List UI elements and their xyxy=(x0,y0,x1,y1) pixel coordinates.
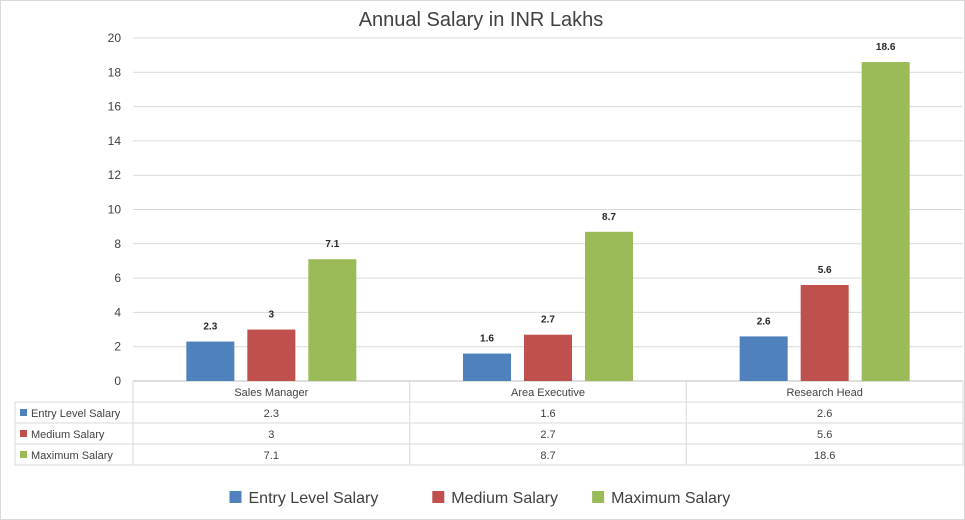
bar-medium-salary-sales-manager xyxy=(247,329,296,381)
table-row-label: Entry Level Salary xyxy=(31,408,121,420)
bar-entry-level-salary-area-executive xyxy=(463,353,511,381)
table-row-label: Medium Salary xyxy=(31,429,105,441)
bar-entry-level-salary-research-head xyxy=(739,336,788,381)
table-cell: 1.6 xyxy=(540,408,555,420)
y-tick-label: 8 xyxy=(114,237,121,251)
table-row-label: Maximum Salary xyxy=(31,450,113,462)
chart-title: Annual Salary in INR Lakhs xyxy=(359,9,604,31)
table-cell: 2.6 xyxy=(817,408,832,420)
y-tick-label: 10 xyxy=(108,203,122,217)
y-tick-label: 14 xyxy=(108,134,122,148)
y-tick-label: 6 xyxy=(114,271,121,285)
bar-maximum-salary-research-head xyxy=(861,62,910,381)
y-tick-label: 20 xyxy=(108,31,122,45)
y-tick-label: 18 xyxy=(108,65,122,79)
y-tick-label: 16 xyxy=(108,100,122,114)
legend-key-medium-salary xyxy=(432,491,445,503)
table-cell: 8.7 xyxy=(540,450,555,462)
table-cell: 18.6 xyxy=(814,450,835,462)
bars xyxy=(186,62,910,381)
bar-maximum-salary-sales-manager xyxy=(308,259,357,381)
data-label: 8.7 xyxy=(602,212,616,223)
x-tick-label: Area Executive xyxy=(511,387,585,399)
legend-key-maximum-salary xyxy=(592,491,605,503)
table-legend-key-maximum-salary xyxy=(20,451,27,458)
table-cell: 3 xyxy=(268,429,274,441)
data-label: 18.6 xyxy=(876,42,896,53)
table-cell: 7.1 xyxy=(264,450,279,462)
data-label: 1.6 xyxy=(480,334,494,345)
bar-medium-salary-area-executive xyxy=(524,334,572,381)
y-axis: 0 2 4 6 8 10 12 14 16 18 20 xyxy=(108,31,122,388)
y-tick-label: 2 xyxy=(114,340,121,354)
table-cell: 2.7 xyxy=(540,429,555,441)
data-label: 7.1 xyxy=(325,239,339,250)
y-tick-label: 4 xyxy=(114,305,121,319)
data-labels: 2.3 3 7.1 1.6 2.7 8.7 2.6 5.6 18.6 xyxy=(203,42,895,345)
bar-entry-level-salary-sales-manager xyxy=(186,341,235,381)
bar-maximum-salary-area-executive xyxy=(585,231,633,381)
legend-label-entry-level-salary: Entry Level Salary xyxy=(249,490,379,507)
data-label: 5.6 xyxy=(818,265,832,276)
x-tick-label: Sales Manager xyxy=(234,387,308,399)
data-label: 2.3 xyxy=(203,322,217,333)
table-legend-key-medium-salary xyxy=(20,430,27,437)
y-tick-label: 0 xyxy=(114,374,121,388)
table-legend-key-entry-level-salary xyxy=(20,409,27,416)
legend-label-maximum-salary: Maximum Salary xyxy=(611,490,730,507)
data-label: 2.7 xyxy=(541,315,555,326)
legend: Entry Level Salary Medium Salary Maximum S… xyxy=(229,490,730,507)
table-cell: 2.3 xyxy=(264,408,279,420)
data-label: 3 xyxy=(269,310,275,321)
data-label: 2.6 xyxy=(757,316,771,327)
bar-medium-salary-research-head xyxy=(800,284,849,381)
legend-key-entry-level-salary xyxy=(229,491,242,503)
x-tick-label: Research Head xyxy=(786,387,862,399)
table-cell: 5.6 xyxy=(817,429,832,441)
legend-label-medium-salary: Medium Salary xyxy=(451,490,558,507)
y-tick-label: 12 xyxy=(108,168,122,182)
data-table: Sales Manager Area Executive Research Head… xyxy=(14,381,964,466)
